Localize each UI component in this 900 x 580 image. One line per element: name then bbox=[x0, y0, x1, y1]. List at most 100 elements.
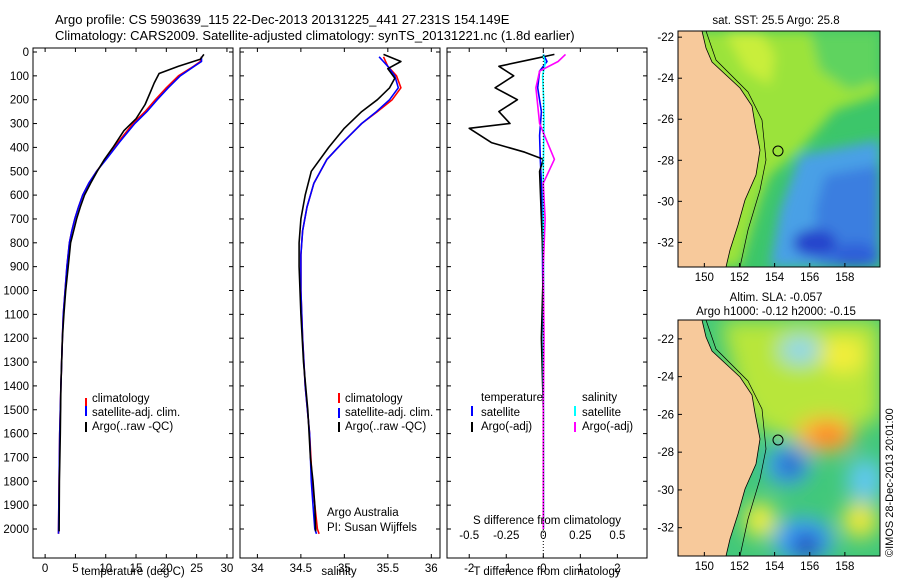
x-tick-label: 30 bbox=[221, 563, 234, 575]
x-tick-label: 20 bbox=[160, 563, 173, 575]
x-tick-label: 15 bbox=[130, 563, 143, 575]
y-tick-label: 1600 bbox=[3, 429, 29, 441]
x-tick-label: 1 bbox=[577, 563, 583, 575]
secondary-tick-label: 0.25 bbox=[569, 530, 591, 542]
map-x-tick-label: 154 bbox=[765, 561, 785, 573]
y-tick-label: 100 bbox=[10, 71, 29, 83]
map-y-tick-label: -22 bbox=[657, 32, 674, 44]
x-tick-label: 35.5 bbox=[377, 563, 399, 575]
legend-title-temperature: temperature bbox=[481, 392, 543, 404]
legend-label-climatology: climatology bbox=[92, 393, 150, 405]
salinity-x-label: salinity bbox=[321, 566, 356, 578]
x-tick-label: -2 bbox=[464, 563, 474, 575]
map-y-tick-label: -22 bbox=[657, 334, 674, 346]
map-y-tick-label: -32 bbox=[657, 237, 674, 249]
sla-map-field bbox=[678, 320, 880, 556]
imos-credit: ©IMOS 28-Dec-2013 20:01:00 bbox=[884, 408, 896, 557]
y-tick-label: 1100 bbox=[4, 309, 29, 321]
secondary-tick-label: -0.25 bbox=[493, 530, 519, 542]
map-y-tick-label: -26 bbox=[657, 409, 674, 421]
difference-plot-frame bbox=[446, 47, 648, 559]
map-x-tick-label: 158 bbox=[835, 272, 854, 284]
sst-map-land bbox=[678, 31, 761, 267]
y-tick-label: 0 bbox=[23, 47, 29, 59]
sst-map-ticks: 150 152 154 156 158 -22 -24 -26 -28 -30 -32 bbox=[657, 32, 854, 284]
x-tick-label: 34.5 bbox=[290, 563, 312, 575]
y-tick-label: 1300 bbox=[3, 357, 29, 369]
legend-label-argo: Argo(..raw -QC) bbox=[92, 421, 173, 433]
sst-map-contour bbox=[705, 31, 767, 267]
sla-map-panel: Altim. SLA: -0.057 Argo h1000: -0.12 h20… bbox=[657, 292, 896, 573]
secondary-tick-label: 0 bbox=[540, 530, 546, 542]
y-tick-label: 400 bbox=[10, 142, 29, 154]
y-tick-label: 600 bbox=[10, 190, 29, 202]
y-tick-label: 900 bbox=[10, 262, 29, 274]
series-t-argo-adj- bbox=[468, 53, 555, 529]
map-x-tick-label: 152 bbox=[730, 272, 749, 284]
y-tick-label: 700 bbox=[10, 214, 29, 226]
map-x-tick-label: 156 bbox=[800, 561, 819, 573]
secondary-tick-label: 0.5 bbox=[609, 530, 625, 542]
y-tick-label: 800 bbox=[10, 238, 29, 250]
legend-label-t-satellite: satellite bbox=[481, 407, 520, 419]
x-tick-label: -1 bbox=[501, 563, 511, 575]
map-y-tick-label: -28 bbox=[657, 447, 674, 459]
sst-map-argo-marker bbox=[772, 145, 784, 157]
legend-label-s-argo: Argo(-adj) bbox=[582, 421, 633, 433]
sst-map-field bbox=[678, 31, 880, 267]
y-tick-label: 1700 bbox=[3, 452, 29, 464]
salinity-axis-ticks: 34 34.5 35 35.5 36 bbox=[240, 48, 440, 575]
temperature-legend: climatology satellite-adj. clim. Argo(..… bbox=[85, 393, 180, 433]
legend-label-argo: Argo(..raw -QC) bbox=[345, 421, 426, 433]
x-tick-label: 35 bbox=[338, 563, 351, 575]
y-tick-label: 1900 bbox=[3, 500, 29, 512]
figure-title-line-1: Argo profile: CS 5903639_115 22-Dec-2013… bbox=[55, 12, 510, 27]
x-tick-label: 34 bbox=[251, 563, 264, 575]
x-tick-label: 2 bbox=[614, 563, 620, 575]
y-tick-label: 300 bbox=[10, 119, 29, 131]
map-x-tick-label: 150 bbox=[695, 272, 714, 284]
salinity-legend: climatology satellite-adj. clim. Argo(..… bbox=[338, 393, 433, 433]
secondary-tick-label: -0.5 bbox=[459, 530, 479, 542]
sla-map-contour bbox=[705, 320, 767, 556]
x-tick-label: 36 bbox=[425, 563, 438, 575]
map-y-tick-label: -24 bbox=[657, 372, 674, 384]
y-tick-label: 200 bbox=[10, 95, 29, 107]
map-y-tick-label: -24 bbox=[657, 73, 674, 85]
salinity-panel: 34 34.5 35 35.5 36 climatology satellite-adj… bbox=[239, 47, 441, 578]
map-y-tick-label: -28 bbox=[657, 155, 674, 167]
y-tick-label: 1000 bbox=[3, 286, 29, 298]
legend-label-satellite: satellite-adj. clim. bbox=[92, 407, 180, 419]
map-y-tick-label: -26 bbox=[657, 114, 674, 126]
x-tick-label: 0 bbox=[42, 563, 48, 575]
legend-label-s-satellite: satellite bbox=[582, 407, 621, 419]
temperature-axis-ticks: 0100200300400500600700800900100011001200… bbox=[3, 47, 233, 575]
y-tick-label: 1400 bbox=[3, 381, 29, 393]
difference-secondary-ticks: -0.5 -0.25 0 0.25 0.5 bbox=[459, 530, 625, 542]
legend-label-climatology: climatology bbox=[345, 393, 403, 405]
map-x-tick-label: 158 bbox=[835, 561, 854, 573]
temperature-x-label: temperature (deg C) bbox=[81, 566, 185, 578]
sla-map-argo-marker bbox=[772, 434, 784, 446]
map-y-tick-label: -30 bbox=[657, 196, 674, 208]
salinity-plot-frame bbox=[239, 47, 441, 559]
legend-title-salinity: salinity bbox=[582, 392, 617, 404]
map-x-tick-label: 150 bbox=[695, 561, 714, 573]
map-x-tick-label: 152 bbox=[730, 561, 749, 573]
y-tick-label: 1200 bbox=[3, 333, 29, 345]
sla-map-title-line-1: Altim. SLA: -0.057 bbox=[730, 292, 823, 304]
x-tick-label: 5 bbox=[72, 563, 78, 575]
map-x-tick-label: 156 bbox=[800, 272, 819, 284]
y-tick-label: 1800 bbox=[3, 476, 29, 488]
annotation-argo-australia: Argo Australia bbox=[327, 507, 399, 519]
x-tick-label: 0 bbox=[540, 563, 546, 575]
salinity-profile-lines bbox=[298, 53, 402, 535]
map-y-tick-label: -32 bbox=[657, 523, 674, 535]
series-argo-raw-qc- bbox=[58, 53, 205, 532]
map-x-tick-label: 154 bbox=[765, 272, 785, 284]
difference-profile-lines bbox=[468, 52, 567, 558]
temperature-panel: 0100200300400500600700800900100011001200… bbox=[3, 47, 234, 578]
sla-map-land bbox=[678, 320, 761, 556]
legend-label-t-argo: Argo(-adj) bbox=[481, 421, 532, 433]
